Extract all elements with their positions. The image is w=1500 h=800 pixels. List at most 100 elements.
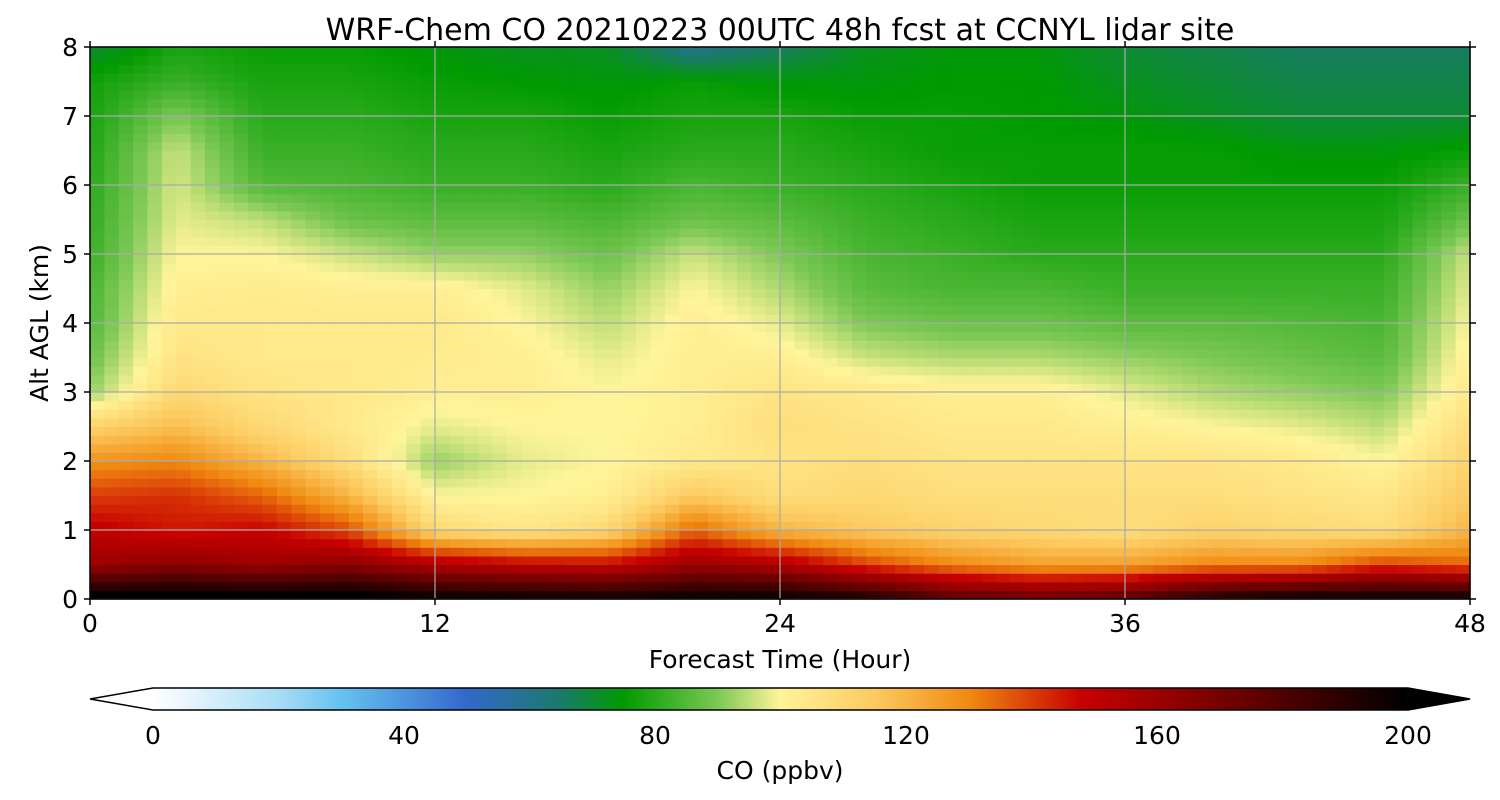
heatmap-cell [938,495,954,505]
heatmap-cell [722,590,738,600]
heatmap-cell [1125,512,1140,522]
heatmap-cell [118,167,134,177]
heatmap-cell [334,254,350,264]
heatmap-cell [837,409,853,419]
heatmap-cell [1326,262,1342,272]
heatmap-cell [578,452,594,462]
heatmap-cell [578,245,594,255]
heatmap-cell [161,297,177,307]
heatmap-cell [90,530,105,540]
heatmap-cell [880,443,896,453]
heatmap-cell [1326,193,1342,203]
heatmap-cell [391,305,407,315]
heatmap-cell [391,495,407,505]
heatmap-cell [1268,547,1284,557]
heatmap-cell [262,443,278,453]
heatmap-cell [1441,426,1457,436]
heatmap-cell [1067,202,1083,212]
heatmap-cell [104,495,120,505]
heatmap-cell [248,210,264,221]
heatmap-cell [636,228,652,238]
heatmap-cell [435,400,450,410]
heatmap-cell [722,573,738,583]
heatmap-cell [463,245,479,255]
heatmap-cell [1038,573,1054,583]
heatmap-cell [1024,478,1040,488]
heatmap-cell [823,435,839,445]
heatmap-cell [665,383,680,393]
heatmap-cell [607,555,623,566]
heatmap-cell [866,357,882,367]
heatmap-cell [808,530,824,540]
heatmap-cell [478,512,494,522]
heatmap-cell [305,443,321,453]
heatmap-cell [550,409,565,419]
heatmap-cell [550,210,565,221]
heatmap-cell [1067,383,1083,393]
heatmap-cell [90,297,105,307]
heatmap-cell [248,167,264,177]
heatmap-cell [463,478,479,488]
heatmap-cell [262,159,278,169]
heatmap-cell [607,262,623,272]
heatmap-cell [679,521,695,531]
heatmap-cell [1412,530,1428,540]
heatmap-cell [650,573,666,583]
heatmap-cell [1110,409,1126,419]
heatmap-cell [550,486,565,497]
heatmap-cell [780,392,795,402]
heatmap-cell [679,167,695,177]
heatmap-cell [147,366,163,376]
heatmap-cell [823,555,839,566]
heatmap-cell [1398,555,1414,566]
heatmap-cell [909,581,925,591]
heatmap-cell [190,150,206,160]
heatmap-cell [981,573,997,583]
heatmap-cell [1038,323,1054,333]
heatmap-cell [1024,409,1040,419]
heatmap-cell [506,185,522,195]
heatmap-cell [1211,435,1227,445]
heatmap-cell [1254,254,1270,264]
heatmap-cell [1110,314,1126,324]
heatmap-cell [118,254,134,264]
heatmap-cell [895,236,910,246]
heatmap-cell [104,426,120,436]
heatmap-cell [708,159,724,169]
heatmap-cell [219,435,235,445]
heatmap-cell [1038,279,1054,290]
heatmap-cell [1182,288,1198,298]
heatmap-cell [276,167,292,177]
heatmap-cell [1182,254,1198,264]
heatmap-cell [938,262,954,272]
heatmap-cell [420,348,436,359]
heatmap-cell [420,521,436,531]
heatmap-cell [938,202,954,212]
heatmap-cell [1053,245,1069,255]
heatmap-cell [535,452,551,462]
heatmap-cell [593,202,609,212]
heatmap-cell [1096,383,1112,393]
heatmap-cell [348,219,364,229]
heatmap-cell [1369,219,1385,229]
heatmap-cell [161,530,177,540]
heatmap-cell [1067,357,1083,367]
heatmap-cell [291,254,307,264]
heatmap-cell [1010,590,1025,600]
heatmap-cell [291,288,307,298]
heatmap-cell [1355,279,1370,290]
heatmap-cell [1125,538,1140,548]
heatmap-cell [276,521,292,531]
heatmap-cell [305,236,321,246]
heatmap-cell [823,512,839,522]
heatmap-cell [391,512,407,522]
heatmap-cell [550,288,565,298]
heatmap-cell [995,409,1011,419]
heatmap-cell [895,581,910,591]
heatmap-cell [880,392,896,402]
heatmap-cell [1297,219,1313,229]
heatmap-cell [291,478,307,488]
heatmap-cell [708,547,724,557]
heatmap-cell [478,176,494,186]
heatmap-cell [1053,176,1069,186]
